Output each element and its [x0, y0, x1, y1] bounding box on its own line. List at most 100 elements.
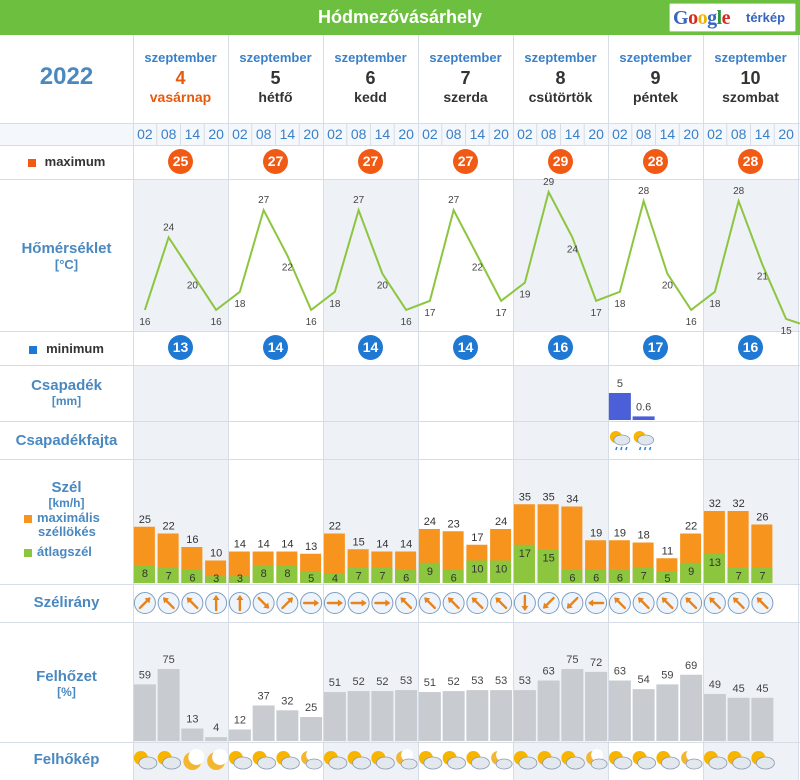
wind-avg-bar	[323, 574, 345, 583]
day-number: 8	[555, 68, 566, 88]
cloud-shape	[400, 758, 418, 770]
cloud-shape	[447, 756, 467, 770]
wind-avg-label: 6	[569, 573, 575, 585]
wind-gust-label: 22	[329, 521, 341, 533]
min-temp-badge: 14	[453, 335, 478, 360]
wind-arrow-icon	[276, 592, 299, 614]
cloud-bar	[680, 674, 703, 741]
moon-cutout	[686, 749, 699, 761]
day-number: 6	[365, 68, 376, 88]
wind-arrow-icon	[395, 592, 418, 614]
gust-legend-line1: maximális	[37, 510, 100, 525]
wind-avg-label: 9	[688, 566, 694, 578]
temperature-value-label: 24	[163, 222, 175, 233]
cloud-value-label: 59	[139, 669, 151, 681]
temperature-value-label: 21	[757, 272, 769, 283]
wind-arrow-icon	[442, 592, 465, 614]
wind-arrow-icon	[513, 592, 536, 614]
wind-gust-label: 32	[709, 498, 721, 510]
google-map-button[interactable]: Google térkép	[669, 3, 796, 32]
wind-avg-bar	[561, 569, 583, 583]
wind-arrow-pointer	[326, 599, 343, 607]
wind-gust-label: 16	[186, 534, 198, 546]
cloud-shape	[660, 756, 680, 770]
wind-gust-bar	[323, 533, 345, 583]
partly-cloudy-icon	[703, 751, 728, 770]
cloud-value-label: 63	[543, 666, 555, 678]
max-temp-badge: 28	[738, 149, 763, 174]
day-number: 5	[270, 68, 281, 88]
partly-cloudy-icon	[751, 751, 775, 770]
wind-avg-bar	[513, 544, 535, 583]
wind-arrow-head	[314, 599, 320, 607]
day-header-7: szeptember 7 szerda	[418, 50, 513, 105]
day-header-9: szeptember 9 péntek	[608, 50, 703, 105]
year-label: 2022	[39, 63, 94, 90]
wind-gust-label: 35	[519, 491, 531, 503]
day-month: szeptember	[714, 50, 787, 65]
wind-gust-label: 34	[566, 494, 578, 506]
temperature-unit: [°C]	[54, 257, 79, 272]
wind-avg-label: 7	[356, 570, 362, 582]
wind-arrow-pointer	[756, 597, 769, 610]
cloud-shape	[375, 756, 395, 770]
day-column-shade	[703, 179, 798, 331]
wind-arrow-icon	[680, 592, 703, 614]
cloud-bar	[181, 728, 204, 741]
wind-arrow-pointer	[588, 599, 605, 607]
wind-arrow-pointer	[709, 597, 722, 610]
cloud-bar	[751, 697, 774, 741]
max-marker-icon	[27, 158, 36, 167]
wind-gust-label: 15	[353, 536, 365, 548]
wind-avg-bar	[585, 569, 607, 583]
wind-avg-label: 10	[495, 564, 507, 576]
wind-gust-label: 13	[305, 541, 317, 553]
title-bar: Hódmezővásárhely Google térkép	[0, 0, 800, 35]
hour-label: 08	[445, 126, 462, 142]
temperature-value-label: 16	[211, 317, 223, 328]
temperature-value-label: 16	[401, 317, 413, 328]
cloud-value-label: 53	[495, 675, 507, 687]
wind-avg-label: 6	[593, 573, 599, 585]
day-month: szeptember	[619, 50, 692, 65]
google-logo-word: Google	[673, 7, 731, 29]
precip-type-label: Csapadékfajta	[15, 432, 118, 449]
partly-cloudy-night-icon	[681, 749, 703, 770]
partly-cloudy-icon	[252, 751, 277, 770]
wind-arrow-pointer	[138, 597, 151, 610]
wind-gust-bar	[727, 511, 749, 583]
wind-arrow-head	[186, 597, 193, 604]
hour-label: 20	[778, 126, 794, 142]
cloud-bar	[418, 692, 441, 741]
day-weekday: hétfő	[258, 89, 293, 105]
cloud-bar	[537, 680, 560, 741]
day-month: szeptember	[524, 50, 597, 65]
cloud-bar	[632, 689, 655, 741]
wind-avg-label: 8	[261, 568, 267, 580]
day-header-10: szeptember 10 szombat	[703, 50, 798, 105]
hour-label: 14	[374, 126, 391, 142]
hour-label: 02	[612, 126, 628, 142]
rain-shower-icon	[633, 431, 655, 451]
precip-bar	[632, 416, 655, 420]
cloud-shape	[470, 756, 490, 770]
wind-arrow-head	[447, 597, 454, 604]
cloud-shape	[518, 756, 538, 770]
wind-arrow-head	[144, 597, 151, 604]
wind-avg-bar	[680, 562, 702, 583]
temperature-value-label: 20	[187, 281, 199, 292]
wind-arrow-icon	[585, 592, 608, 614]
max-temp-badge: 25	[168, 149, 193, 174]
wind-avg-label: 7	[759, 570, 765, 582]
min-temp-badge: 16	[548, 335, 573, 360]
cloud-shape	[233, 756, 253, 770]
partly-cloudy-night-icon	[396, 749, 418, 770]
cloud-shape	[637, 756, 657, 770]
cloud-shape	[708, 756, 728, 770]
wind-arrow-head	[361, 599, 367, 607]
wind-gust-label: 14	[281, 539, 293, 551]
hour-label: 08	[160, 126, 177, 142]
min-temp-badge: 17	[643, 335, 668, 360]
wind-arrow-pointer	[542, 596, 555, 609]
day-column-shade	[703, 365, 798, 421]
